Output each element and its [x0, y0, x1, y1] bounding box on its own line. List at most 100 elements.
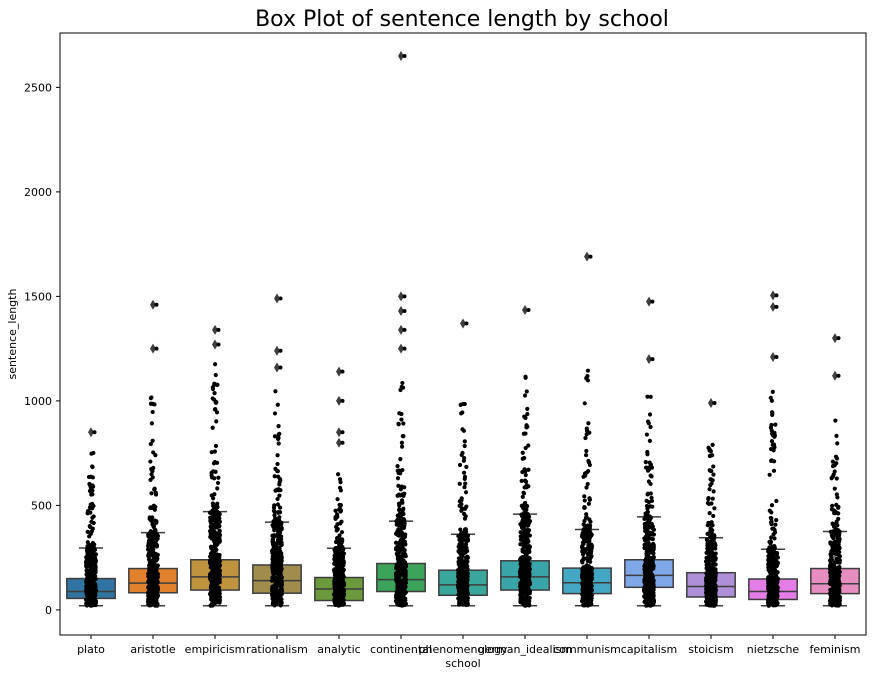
- outlier-diamond: [336, 366, 342, 377]
- strip-point: [772, 568, 778, 573]
- strip-point: [766, 603, 771, 608]
- strip-point: [459, 555, 464, 560]
- strip-point: [460, 592, 465, 597]
- strip-point: [584, 448, 589, 454]
- strip-point: [274, 583, 279, 589]
- outlier-point: [588, 254, 593, 259]
- strip-point: [586, 552, 591, 557]
- strip-point: [213, 566, 218, 571]
- strip-point: [589, 567, 594, 572]
- strip-point: [278, 549, 283, 554]
- strip-point: [403, 554, 408, 559]
- box-group-empiricism: [190, 324, 240, 608]
- strip-point: [771, 468, 777, 473]
- strip-point: [526, 547, 532, 552]
- strip-point: [332, 553, 337, 558]
- x-tick-label: nietzsche: [747, 643, 800, 656]
- strip-point: [643, 521, 648, 527]
- outlier-point: [340, 369, 345, 374]
- strip-point: [211, 503, 216, 509]
- strip-point: [644, 603, 649, 608]
- strip-point: [458, 578, 463, 584]
- strip-point: [397, 589, 402, 594]
- strip-point: [333, 577, 338, 582]
- strip-point: [216, 561, 221, 566]
- strip-point: [279, 582, 285, 588]
- strip-point: [651, 587, 656, 593]
- strip-point: [89, 577, 94, 583]
- strip-point: [523, 508, 528, 513]
- strip-point: [644, 432, 649, 437]
- strip-point: [215, 541, 220, 547]
- strip-point: [649, 562, 654, 567]
- strip-point: [147, 535, 152, 540]
- strip-point: [649, 550, 654, 555]
- strip-point: [395, 463, 400, 469]
- strip-point: [154, 594, 159, 599]
- x-tick-label: rationalism: [246, 643, 308, 656]
- outlier-point: [402, 327, 407, 332]
- strip-point: [462, 439, 467, 444]
- outlier-point: [774, 304, 779, 309]
- strip-point: [835, 543, 841, 548]
- strip-point: [526, 556, 531, 561]
- y-tick-label: 0: [45, 604, 52, 617]
- outlier-diamond: [398, 324, 404, 335]
- strip-point: [526, 561, 531, 566]
- strip-point: [584, 376, 589, 381]
- strip-point: [709, 567, 714, 572]
- strip-point: [704, 593, 709, 599]
- strip-point: [217, 529, 222, 534]
- strip-point: [523, 374, 528, 379]
- strip-point: [153, 504, 158, 510]
- strip-point: [526, 443, 531, 448]
- strip-point: [399, 444, 405, 449]
- strip-point: [148, 441, 153, 447]
- strip-point: [276, 424, 281, 429]
- strip-point: [830, 503, 835, 508]
- strip-point: [91, 484, 96, 489]
- strip-point: [91, 514, 96, 519]
- strip-point: [145, 547, 151, 552]
- strip-point: [651, 543, 656, 548]
- outlier-point: [402, 346, 407, 351]
- strip-point: [585, 481, 590, 487]
- x-tick-label: capitalism: [621, 643, 677, 656]
- strip-point: [769, 535, 774, 540]
- strip-point: [711, 472, 716, 477]
- strip-point: [207, 576, 213, 581]
- strip-point: [581, 577, 586, 582]
- strip-point: [645, 575, 650, 580]
- strip-point: [458, 537, 463, 542]
- strip-point: [88, 474, 94, 479]
- outlier-point: [92, 430, 97, 435]
- strip-point: [465, 601, 470, 606]
- strip-point: [828, 568, 833, 574]
- outlier-diamond: [398, 343, 404, 354]
- strip-point: [333, 508, 338, 513]
- strip-point: [649, 465, 655, 470]
- outlier-diamond: [212, 339, 218, 350]
- strip-point: [92, 547, 98, 553]
- plot-layer: [66, 50, 860, 608]
- strip-point: [520, 494, 525, 499]
- strip-points: [455, 401, 471, 608]
- strip-point: [773, 557, 778, 562]
- strip-point: [708, 477, 713, 482]
- strip-point: [647, 438, 652, 443]
- strip-point: [582, 527, 588, 532]
- strip-point: [209, 450, 214, 455]
- x-tick-label: continental: [370, 643, 432, 656]
- strip-point: [830, 581, 835, 586]
- strip-point: [90, 492, 95, 497]
- strip-point: [646, 563, 651, 568]
- strip-point: [209, 524, 214, 529]
- strip-point: [149, 395, 154, 400]
- strip-point: [152, 565, 157, 571]
- strip-point: [828, 557, 833, 562]
- strip-point: [524, 552, 529, 557]
- strip-point: [711, 602, 717, 608]
- box-group-phenomenology: [438, 318, 488, 608]
- strip-point: [587, 543, 592, 549]
- strip-point: [519, 555, 524, 560]
